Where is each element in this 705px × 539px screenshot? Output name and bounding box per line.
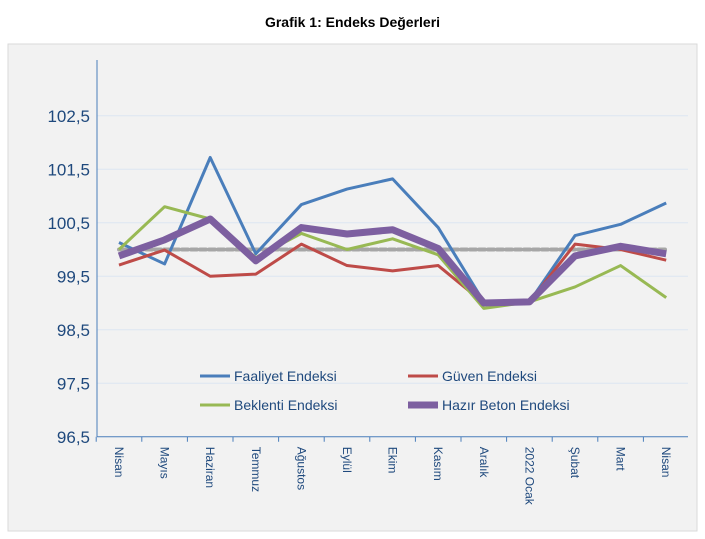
x-tick-label: Nisan xyxy=(659,447,673,478)
x-tick-label: Ekim xyxy=(386,447,400,474)
x-tick-label: Nisan xyxy=(112,447,126,478)
x-tick-label: Ağustos xyxy=(294,447,308,490)
x-tick-label: Eylül xyxy=(340,447,354,473)
x-tick-label: Aralık xyxy=(477,447,491,479)
y-tick-label: 96,5 xyxy=(57,428,90,447)
legend-label: Beklenti Endeksi xyxy=(234,397,338,413)
chart-title: Grafik 1: Endeks Değerleri xyxy=(264,14,441,30)
y-tick-label: 99,5 xyxy=(57,267,90,286)
legend-label: Faaliyet Endeksi xyxy=(234,368,337,384)
x-tick-label: Mart xyxy=(614,447,628,472)
x-tick-label: Mayıs xyxy=(158,447,172,479)
legend-label: Hazır Beton Endeksi xyxy=(442,397,570,413)
y-tick-label: 100,5 xyxy=(47,214,90,233)
y-tick-label: 98,5 xyxy=(57,321,90,340)
y-tick-label: 97,5 xyxy=(57,374,90,393)
x-tick-label: Kasım xyxy=(431,447,445,481)
x-tick-label: Temmuz xyxy=(249,447,263,492)
y-tick-label: 102,5 xyxy=(47,107,90,126)
x-tick-label: 2022 Ocak xyxy=(522,447,536,506)
x-tick-label: Şubat xyxy=(568,447,582,479)
x-tick-label: Haziran xyxy=(203,447,217,488)
chart-frame xyxy=(7,43,698,532)
y-tick-label: 101,5 xyxy=(47,160,90,179)
legend-label: Güven Endeksi xyxy=(442,368,537,384)
